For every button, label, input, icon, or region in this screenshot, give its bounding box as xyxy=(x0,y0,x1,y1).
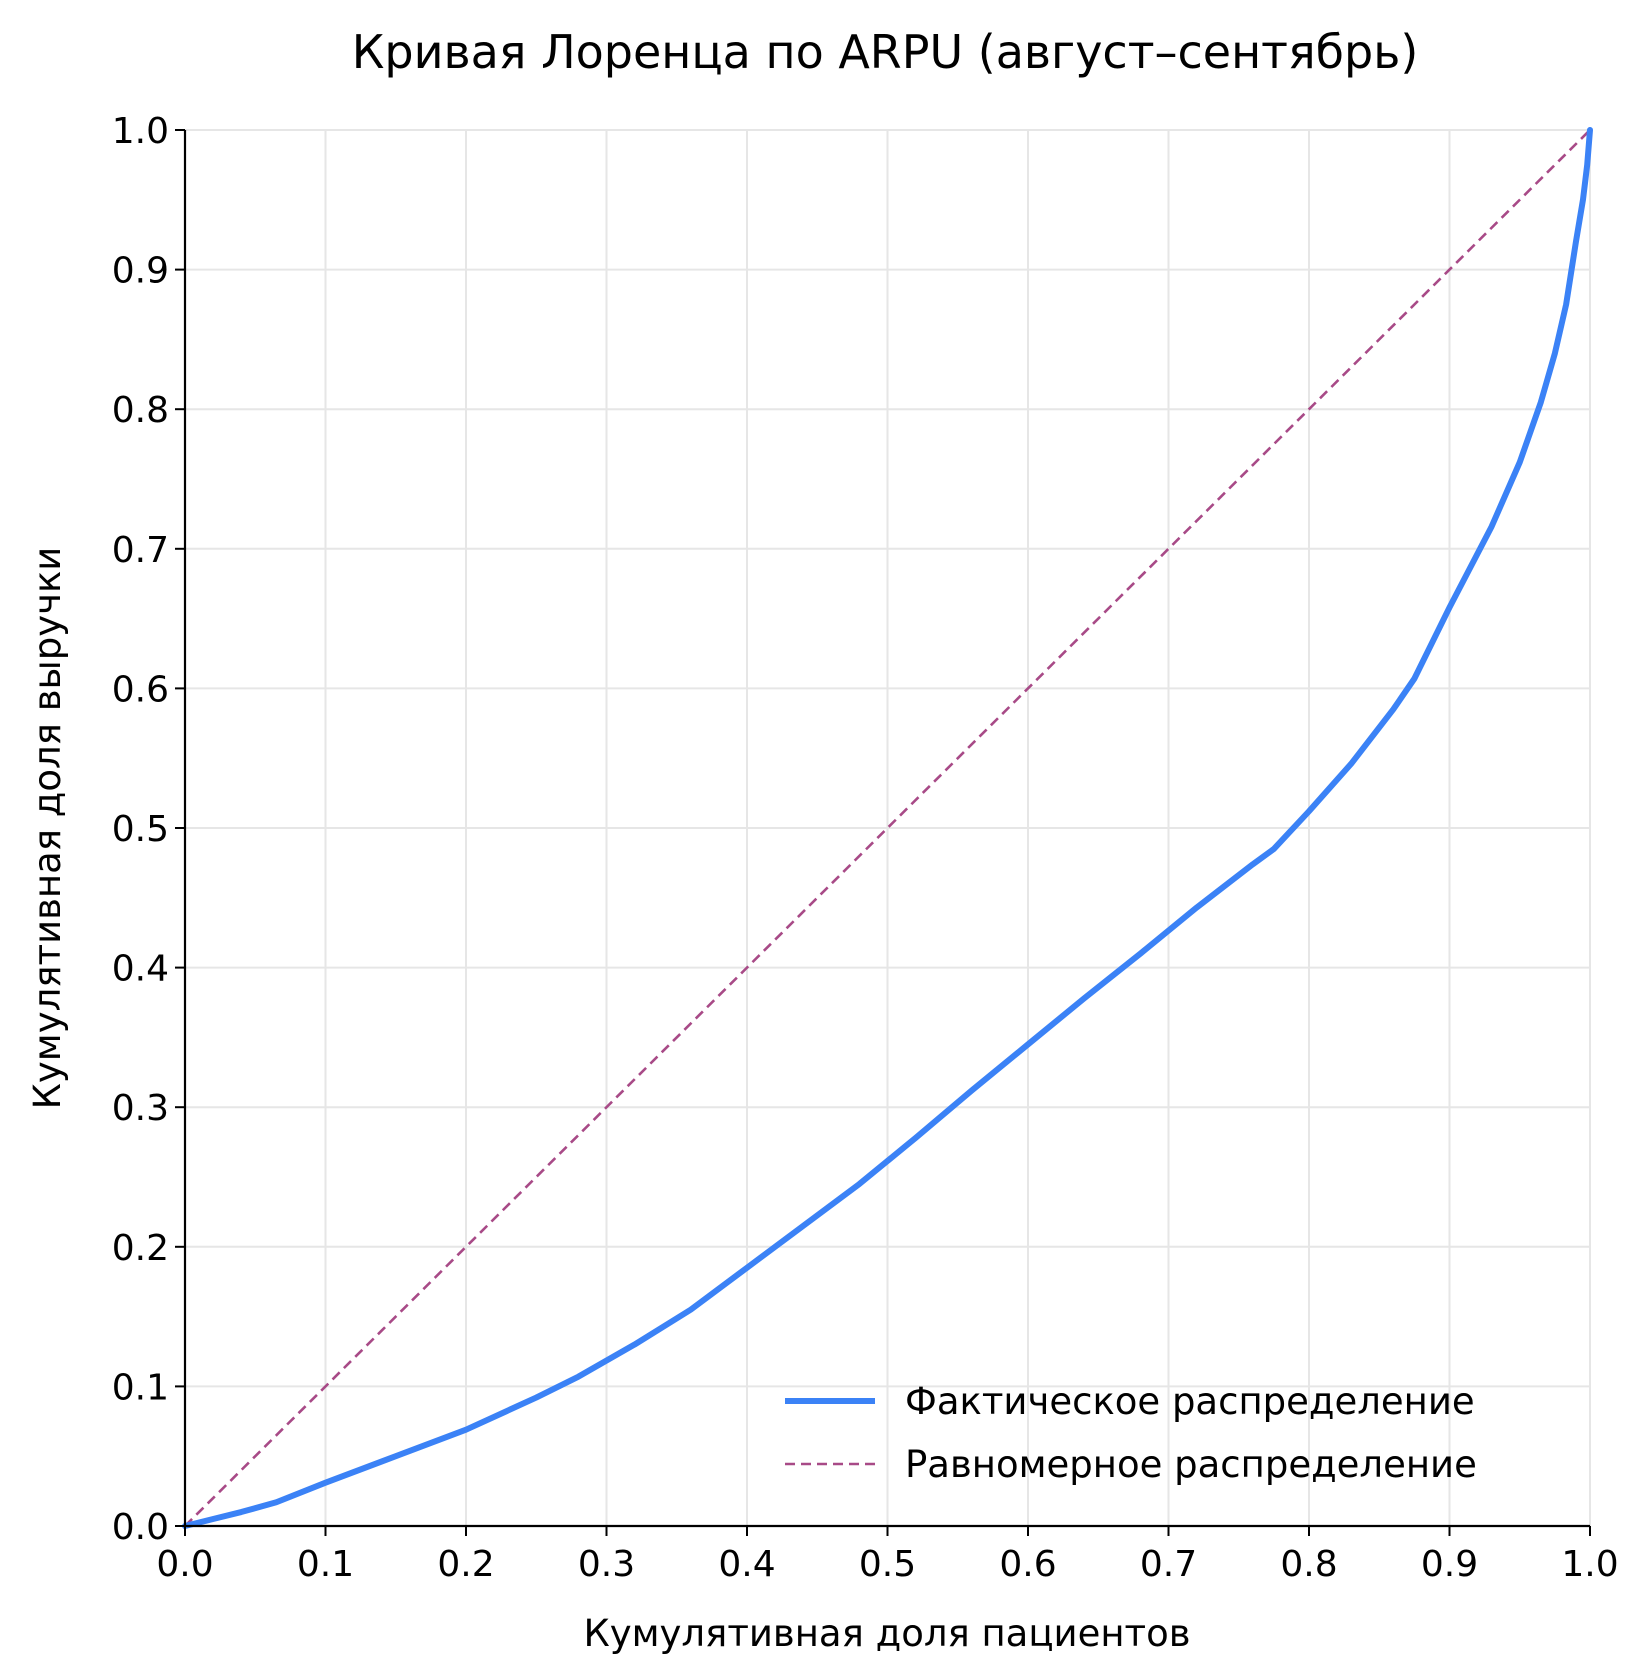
y-tick-label: 0.0 xyxy=(112,1507,169,1548)
y-tick-label: 0.7 xyxy=(112,530,169,571)
x-tick-label: 0.7 xyxy=(1140,1544,1197,1585)
y-tick-label: 0.9 xyxy=(112,251,169,292)
y-tick-label: 0.3 xyxy=(112,1088,169,1129)
y-tick-label: 0.5 xyxy=(112,809,169,850)
y-axis-ticks: 0.0 0.1 0.2 0.3 0.4 0.5 0.6 0.7 0.8 0.9 1.0 xyxy=(112,111,185,1548)
x-axis-title: Кумулятивная доля пациентов xyxy=(583,1612,1190,1655)
x-axis-ticks: 0.0 0.1 0.2 0.3 0.4 0.5 0.6 0.7 0.8 0.9 1.0 xyxy=(156,1526,1619,1585)
series-line-uniform xyxy=(184,129,1591,1527)
x-tick-label: 0.1 xyxy=(297,1544,354,1585)
y-tick-label: 0.2 xyxy=(112,1228,169,1269)
series-line-actual xyxy=(182,127,1593,1529)
y-tick-label: 0.1 xyxy=(112,1367,169,1408)
x-tick-label: 0.4 xyxy=(718,1544,775,1585)
x-tick-label: 0.9 xyxy=(1421,1544,1478,1585)
x-tick-label: 1.0 xyxy=(1561,1544,1618,1585)
plot-area xyxy=(182,127,1593,1529)
y-tick-label: 0.4 xyxy=(112,949,169,990)
legend: Фактическое распределение Равномерное ра… xyxy=(785,1380,1477,1486)
y-tick-label: 1.0 xyxy=(112,111,169,152)
legend-label-actual: Фактическое распределение xyxy=(905,1380,1475,1423)
y-tick-label: 0.6 xyxy=(112,669,169,710)
x-tick-label: 0.0 xyxy=(156,1544,213,1585)
y-axis-title: Кумулятивная доля выручки xyxy=(26,547,69,1110)
y-tick-label: 0.8 xyxy=(112,390,169,431)
x-tick-label: 0.5 xyxy=(859,1544,916,1585)
x-tick-label: 0.3 xyxy=(578,1544,635,1585)
chart-title: Кривая Лоренца по ARPU (август–сентябрь) xyxy=(352,25,1419,79)
x-tick-label: 0.2 xyxy=(437,1544,494,1585)
x-tick-label: 0.6 xyxy=(999,1544,1056,1585)
x-tick-label: 0.8 xyxy=(1280,1544,1337,1585)
legend-label-uniform: Равномерное распределение xyxy=(905,1443,1477,1486)
